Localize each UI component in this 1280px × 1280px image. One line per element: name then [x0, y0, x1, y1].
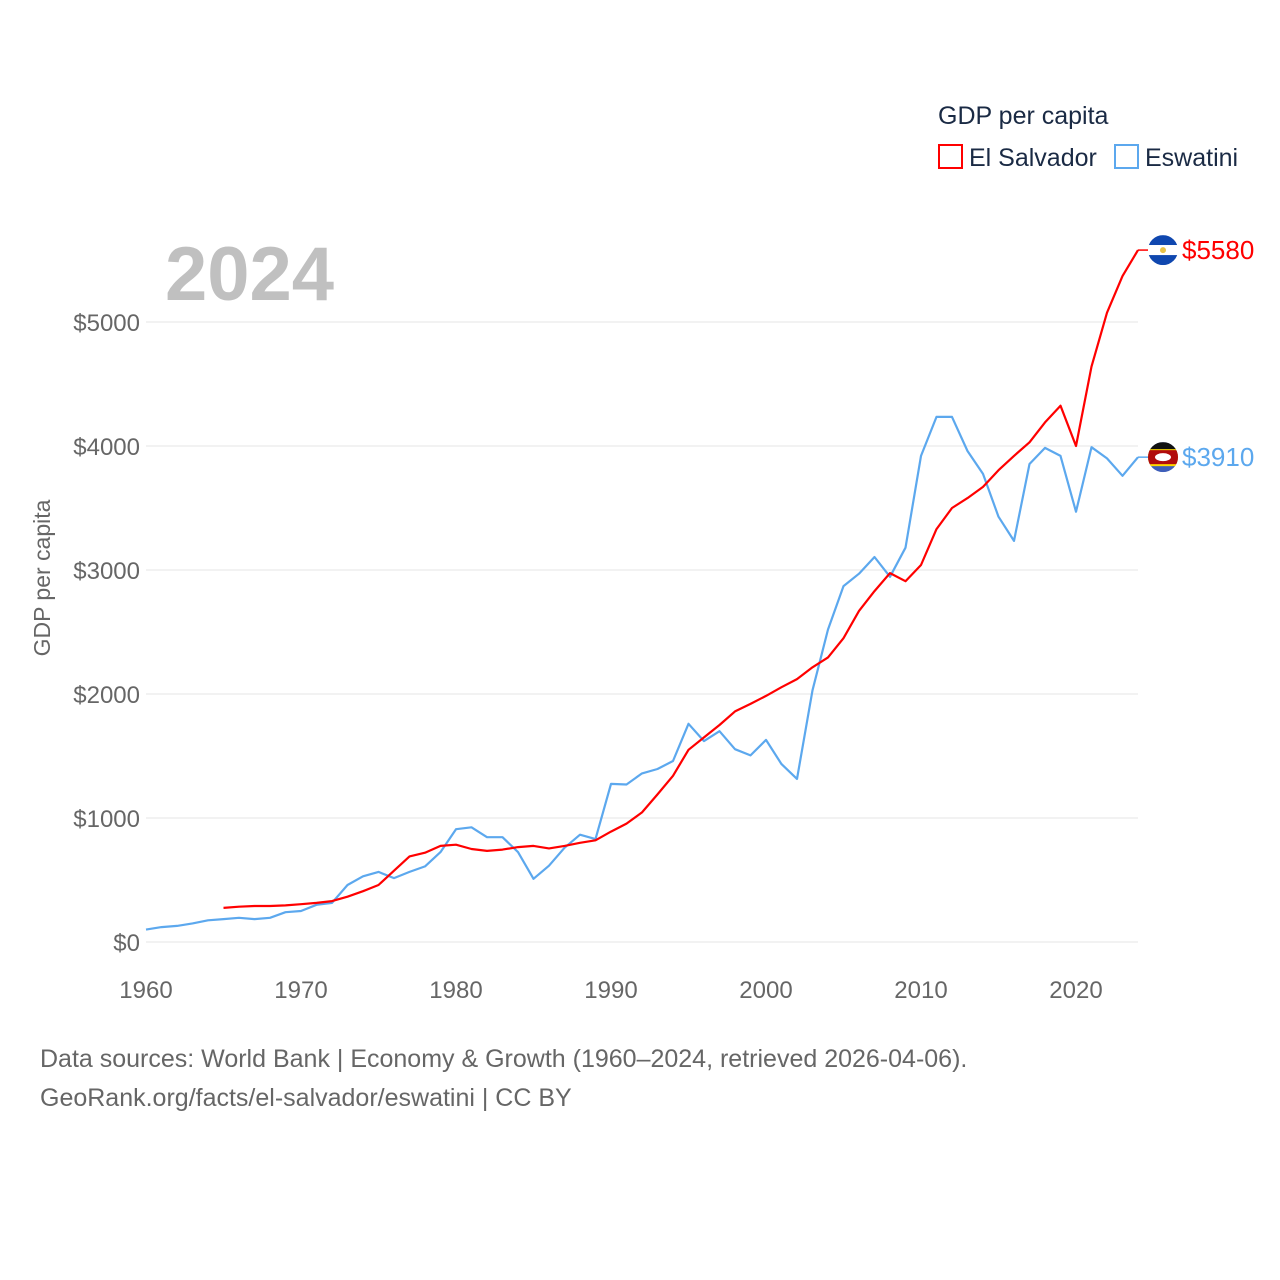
x-tick-label: 1960 — [119, 977, 172, 1004]
line-chart: GDP per capita El Salvador Eswatini 2024 … — [29, 102, 1254, 1004]
x-tick-label: 1970 — [274, 977, 327, 1004]
y-tick-label: $1000 — [73, 806, 140, 833]
y-tick-label: $5000 — [73, 310, 140, 337]
y-tick-label: $3000 — [73, 558, 140, 585]
legend-item-eswatini[interactable]: Eswatini — [1114, 144, 1238, 172]
legend-item-el-salvador[interactable]: El Salvador — [938, 144, 1097, 172]
eswatini-flag-icon — [1148, 442, 1178, 473]
y-axis-label: GDP per capita — [29, 499, 55, 656]
legend-label: El Salvador — [969, 144, 1097, 172]
x-tick-label: 2010 — [894, 977, 947, 1004]
x-tick-label: 1980 — [429, 977, 482, 1004]
legend-swatch — [938, 144, 963, 169]
end-value-label: $3910 — [1182, 442, 1254, 472]
legend-label: Eswatini — [1145, 144, 1238, 172]
y-tick-label: $4000 — [73, 434, 140, 461]
x-tick-label: 2020 — [1049, 977, 1102, 1004]
legend-swatch — [1114, 144, 1139, 169]
source-line: Data sources: World Bank | Economy & Gro… — [40, 1045, 968, 1073]
y-tick-label: $0 — [113, 930, 140, 957]
source-url[interactable]: GeoRank.org/facts/el-salvador/eswatini |… — [40, 1084, 572, 1112]
legend-title: GDP per capita — [938, 102, 1109, 130]
x-tick-label: 1990 — [584, 977, 637, 1004]
year-label: 2024 — [165, 232, 334, 317]
y-tick-label: $2000 — [73, 682, 140, 709]
series-line-eswatini — [145, 415, 1139, 931]
legend: El Salvador Eswatini — [938, 144, 1238, 172]
el-salvador-flag-icon — [1148, 235, 1178, 266]
x-tick-label: 2000 — [739, 977, 792, 1004]
end-value-label: $5580 — [1182, 235, 1254, 265]
series-line-el-salvador — [223, 249, 1139, 909]
